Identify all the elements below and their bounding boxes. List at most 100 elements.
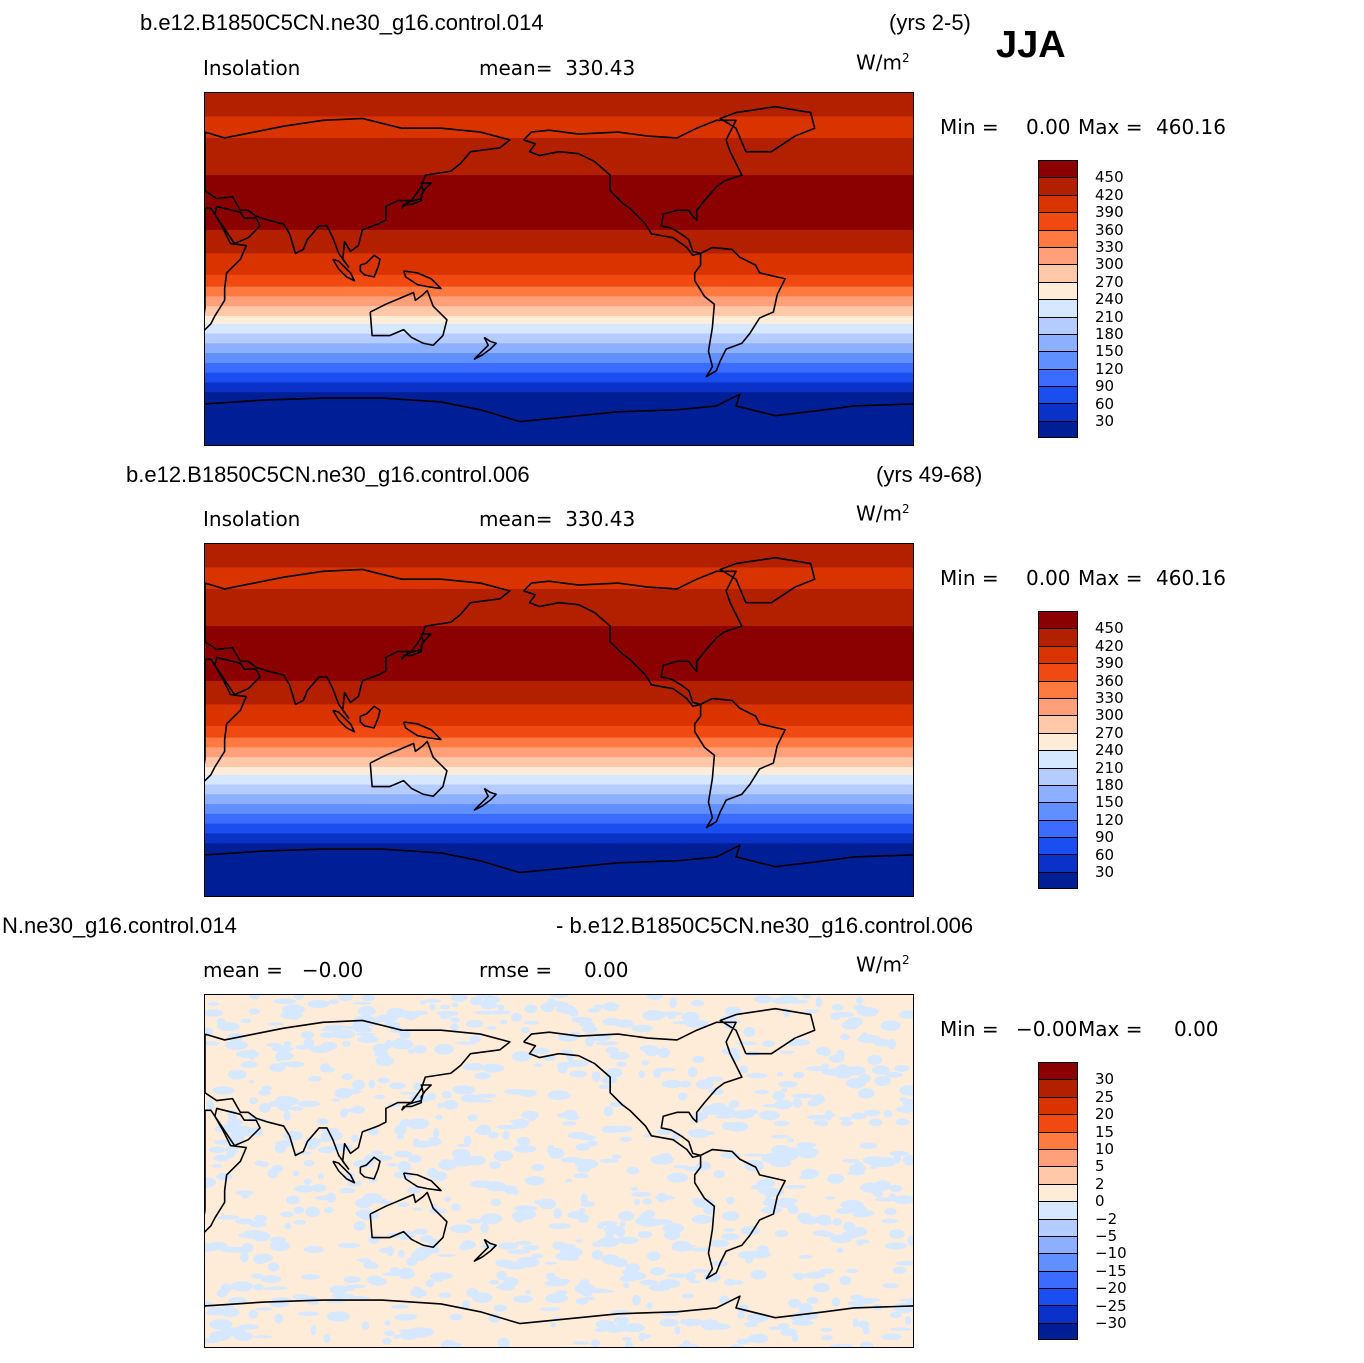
difference-patch (577, 1134, 596, 1141)
difference-patch (486, 1025, 497, 1030)
insolation-band (205, 243, 913, 254)
panel3-units: W/m2 (856, 952, 910, 977)
difference-patch (410, 1288, 428, 1298)
colorbar-label: 10 (1095, 1140, 1115, 1158)
difference-patch (361, 995, 376, 1002)
difference-patch (736, 1338, 750, 1345)
difference-patch (574, 1158, 599, 1170)
colorbar-label: 2 (1095, 1174, 1105, 1193)
difference-patch (269, 1063, 286, 1073)
difference-patch (441, 1091, 452, 1099)
difference-patch (791, 1319, 814, 1326)
difference-patch (474, 1072, 492, 1080)
colorbar-box (1038, 767, 1078, 785)
difference-patch (787, 999, 809, 1004)
difference-patch (308, 1075, 322, 1082)
difference-patch (883, 1110, 893, 1118)
difference-patch (311, 1184, 327, 1193)
difference-patch (573, 1173, 589, 1179)
difference-patch (399, 1091, 418, 1095)
difference-patch (857, 1297, 876, 1305)
difference-patch (619, 1276, 638, 1282)
difference-patch (399, 1029, 411, 1039)
difference-patch (358, 1006, 376, 1017)
difference-patch (816, 1214, 832, 1223)
insolation-band (205, 747, 913, 758)
difference-patch (806, 1114, 829, 1120)
difference-patch (646, 1302, 653, 1310)
difference-patch (292, 1170, 300, 1177)
difference-patch (531, 1253, 544, 1259)
difference-patch (691, 1268, 711, 1273)
difference-patch (205, 1027, 214, 1036)
difference-patch (599, 1158, 619, 1164)
difference-patch (422, 999, 442, 1003)
difference-patch (720, 1152, 742, 1159)
difference-patch (305, 1206, 320, 1218)
difference-patch (682, 1339, 690, 1347)
difference-patch (238, 1324, 260, 1330)
difference-patch (906, 1198, 913, 1203)
difference-patch (578, 1213, 590, 1224)
insolation-band (205, 353, 913, 364)
difference-patch (659, 1318, 679, 1327)
difference-patch (831, 1235, 849, 1243)
difference-patch (382, 1337, 392, 1345)
difference-patch (449, 1224, 473, 1234)
difference-patch (454, 1041, 477, 1045)
difference-patch (205, 1301, 213, 1306)
difference-patch (580, 1201, 595, 1207)
difference-patch (353, 1159, 374, 1169)
difference-patch (352, 1019, 370, 1031)
difference-patch (726, 1196, 735, 1205)
difference-patch (840, 1200, 864, 1210)
difference-patch (532, 1063, 544, 1067)
difference-patch (733, 1280, 744, 1285)
difference-patch (389, 1267, 401, 1273)
difference-patch (581, 1026, 598, 1033)
difference-patch (708, 1323, 731, 1330)
difference-patch (743, 1321, 759, 1328)
difference-patch (605, 1046, 619, 1054)
insolation-band (205, 843, 913, 896)
difference-patch (524, 1289, 532, 1295)
difference-patch (486, 997, 493, 1003)
difference-patch (283, 1040, 292, 1047)
difference-patch (787, 1204, 799, 1215)
insolation-band (205, 265, 913, 276)
difference-patch (451, 1002, 459, 1008)
difference-patch (224, 1040, 248, 1050)
difference-patch (497, 1337, 510, 1347)
colorbar-box (1038, 1253, 1078, 1271)
difference-patch (253, 1283, 264, 1291)
panel2-min-value: 0.00 (1026, 566, 1071, 590)
colorbar-box (1038, 420, 1078, 439)
colorbar-label: 90 (1095, 828, 1115, 847)
difference-patch (366, 1275, 382, 1285)
difference-patch (783, 1008, 791, 1017)
difference-patch (771, 1145, 792, 1156)
insolation-band (205, 725, 913, 739)
difference-patch (723, 1228, 736, 1232)
difference-patch (438, 1044, 450, 1048)
difference-patch (267, 1286, 288, 1291)
difference-patch (572, 1341, 590, 1345)
difference-patch (253, 1215, 268, 1222)
difference-patch (862, 1326, 870, 1335)
difference-patch (328, 999, 340, 1005)
difference-patch (740, 1225, 761, 1236)
difference-patch (730, 1344, 744, 1347)
colorbar-label: 150 (1095, 342, 1124, 361)
difference-patch (339, 1108, 348, 1118)
difference-patch (884, 1207, 897, 1216)
panel1-map (204, 92, 914, 446)
difference-patch (706, 1076, 724, 1082)
colorbar-label: 420 (1095, 185, 1124, 204)
difference-patch (493, 1304, 508, 1312)
difference-patch (818, 1268, 835, 1274)
difference-patch (774, 1099, 793, 1110)
difference-patch (772, 1090, 786, 1101)
difference-patch (377, 1077, 390, 1084)
panel3-rmse: rmse = 0.00 (479, 958, 629, 982)
difference-patch (213, 1154, 229, 1162)
